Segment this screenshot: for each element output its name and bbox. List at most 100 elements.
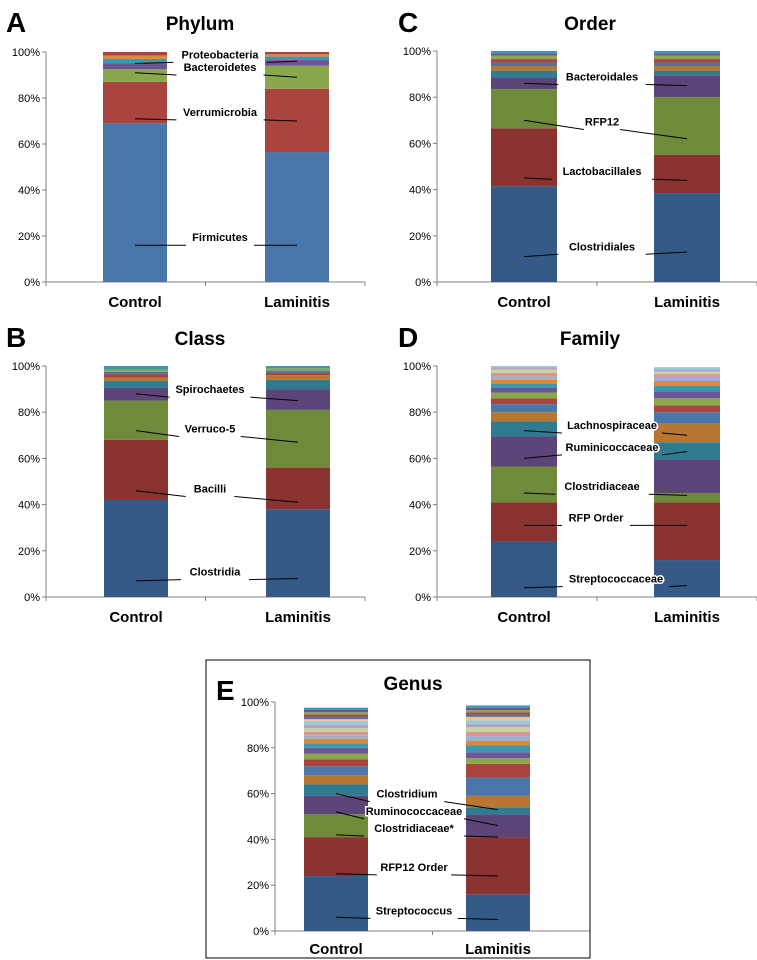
annotation-leader-b [135, 393, 170, 398]
annotation-label-c: RFP12 [585, 117, 619, 129]
bar-segment-e-1-5 [466, 795, 530, 808]
bar-segment-c-0-10 [491, 51, 557, 54]
y-tick-label-a: 80% [18, 93, 40, 105]
bar-segment-e-1-17 [466, 716, 530, 721]
bar-segment-e-0-21 [304, 710, 368, 713]
bar-segment-d-0-2 [491, 466, 557, 503]
bar-segment-e-0-15 [304, 724, 368, 729]
category-label-d: Laminitis [654, 609, 720, 626]
y-tick-label-e: 60% [247, 789, 269, 801]
bar-segment-d-0-16 [491, 366, 557, 368]
bar-segment-c-0-4 [491, 70, 557, 78]
bar-segment-e-0-13 [304, 731, 368, 736]
panel-e-frame [205, 659, 591, 959]
bar-segment-d-1-0 [654, 560, 720, 597]
bar-segment-d-0-5 [491, 412, 557, 422]
bar-segment-b-0-1 [104, 439, 168, 500]
annotation-leader-e [451, 874, 499, 877]
bar-segment-e-1-10 [466, 745, 530, 753]
bar-segment-b-0-4 [104, 381, 168, 388]
bar-segment-c-1-10 [654, 51, 720, 54]
bar-segment-b-1-7 [266, 370, 330, 373]
annotation-leader-b [135, 430, 180, 437]
bar-segment-d-1-11 [654, 381, 720, 386]
annotation-leader-e [335, 811, 365, 820]
annotation-leader-d [523, 492, 556, 495]
y-tick-label-e: 20% [247, 880, 269, 892]
category-label-c: Laminitis [654, 294, 720, 311]
y-tick-label-e: 80% [247, 743, 269, 755]
annotation-label-c: Clostridiales [569, 241, 635, 253]
annotation-label-d: Streptococcaceae [569, 574, 663, 586]
bar-segment-d-0-11 [491, 379, 557, 384]
y-tick-label-e: 0% [253, 926, 269, 938]
chart-title-d: Family [560, 329, 621, 350]
bar-segment-a-0-0 [103, 123, 167, 282]
bar-segment-d-1-15 [654, 369, 720, 372]
y-tick-label-d: 80% [409, 407, 431, 419]
annotation-leader-e [335, 834, 365, 837]
annotation-leader-d [661, 450, 688, 456]
y-tick-label-c: 40% [409, 185, 431, 197]
annotation-leader-d [523, 586, 563, 589]
y-tick-label-c: 0% [415, 277, 431, 289]
bar-segment-d-1-9 [654, 391, 720, 399]
chart-title-e: Genus [383, 674, 442, 695]
annotation-label-e: Clostridium [376, 789, 437, 801]
annotation-leader-b [248, 578, 299, 581]
panel-letter-e: E [216, 675, 235, 706]
bar-segment-e-1-4 [466, 807, 530, 815]
annotation-leader-c [645, 83, 688, 87]
bar-segment-b-0-8 [104, 369, 168, 372]
annotation-leader-d [669, 584, 688, 588]
bar-segment-b-0-0 [104, 499, 168, 597]
bar-segment-c-0-9 [491, 53, 557, 56]
y-tick-label-c: 20% [409, 231, 431, 243]
y-tick-label-a: 20% [18, 231, 40, 243]
annotation-leader-b [135, 490, 186, 498]
annotation-label-e: Streptococcus [376, 905, 452, 917]
bar-segment-e-0-8 [304, 753, 368, 760]
bar-segment-d-0-8 [491, 392, 557, 399]
bar-segment-c-0-0 [491, 186, 557, 282]
y-tick-label-d: 40% [409, 500, 431, 512]
bar-segment-d-0-6 [491, 404, 557, 413]
annotation-leader-e [444, 801, 499, 811]
bar-segment-e-0-4 [304, 784, 368, 796]
annotation-leader-b [250, 396, 299, 402]
annotation-leader-c [619, 129, 688, 140]
bar-segment-e-0-18 [304, 716, 368, 720]
bar-segment-e-1-18 [466, 714, 530, 717]
bar-segment-d-1-4 [654, 442, 720, 460]
bar-segment-d-0-12 [491, 376, 557, 380]
annotation-label-c: Bacteroidales [566, 71, 638, 83]
bar-segment-e-0-0 [304, 876, 368, 931]
annotation-label-a: Firmicutes [192, 232, 248, 244]
annotation-leader-c [523, 82, 559, 85]
y-tick-label-b: 80% [18, 407, 40, 419]
bar-segment-e-1-11 [466, 740, 530, 746]
bar-segment-c-1-9 [654, 53, 720, 56]
bar-segment-c-1-0 [654, 193, 720, 282]
bar-segment-a-0-3 [103, 63, 167, 70]
bar-segment-e-0-19 [304, 714, 368, 717]
bar-segment-e-1-20 [466, 710, 530, 713]
bar-segment-b-1-1 [266, 467, 330, 510]
annotation-leader-d [661, 432, 688, 436]
bar-segment-a-0-4 [103, 58, 167, 64]
annotation-leader-e [463, 818, 499, 827]
bar-segment-d-0-13 [491, 372, 557, 377]
bar-segment-a-1-3 [265, 60, 329, 66]
bar-segment-a-1-6 [265, 52, 329, 55]
bar-segment-d-1-6 [654, 412, 720, 424]
annotation-leader-c [645, 251, 688, 255]
category-label-c: Control [497, 294, 550, 311]
bar-segment-d-1-8 [654, 398, 720, 406]
bar-segment-b-0-7 [104, 371, 168, 375]
panel-letter-b: B [6, 322, 26, 353]
bar-segment-d-0-0 [491, 541, 557, 597]
y-tick-label-e: 40% [247, 834, 269, 846]
bar-segment-d-1-7 [654, 405, 720, 413]
annotation-leader-c [651, 178, 688, 181]
category-label-e: Laminitis [465, 941, 531, 958]
